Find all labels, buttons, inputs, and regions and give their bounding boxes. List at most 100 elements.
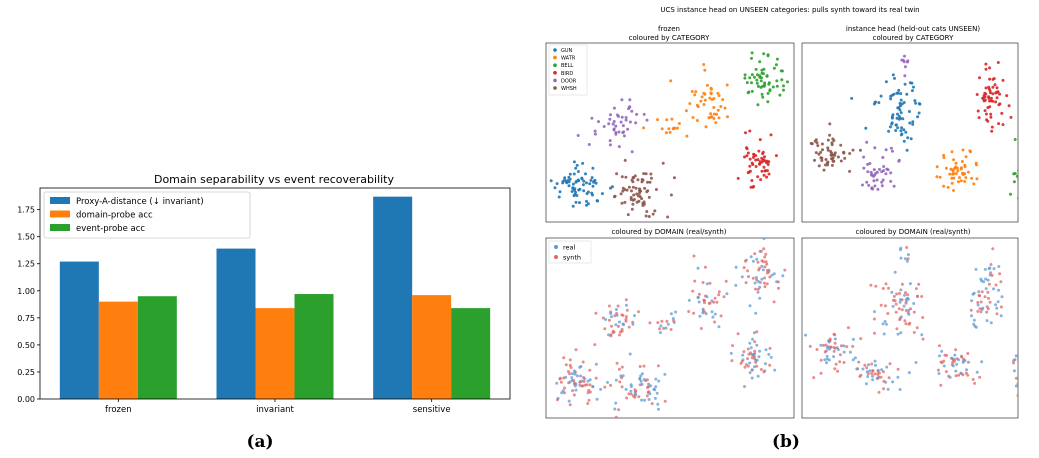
panel-3-point bbox=[722, 295, 726, 299]
panel-3-point bbox=[669, 312, 673, 316]
panel-3-points bbox=[555, 238, 787, 418]
panel-2-point bbox=[1000, 111, 1004, 115]
panel-4-point bbox=[914, 287, 918, 291]
panel-3-point bbox=[572, 369, 576, 373]
panel-4-point bbox=[980, 307, 984, 311]
panel-3-point bbox=[753, 252, 757, 256]
panel-4-point bbox=[882, 379, 886, 383]
panel-1-point bbox=[621, 131, 625, 135]
panel-3-point bbox=[755, 330, 759, 334]
panel-2-point bbox=[990, 125, 994, 129]
bar-frozen-1 bbox=[98, 301, 138, 399]
panel-4-point bbox=[900, 308, 904, 312]
panel-4-point bbox=[954, 348, 958, 352]
panel-2-point bbox=[862, 155, 866, 159]
panel-1-point bbox=[644, 214, 648, 218]
panel-3-point bbox=[555, 398, 559, 402]
panel-2-point bbox=[938, 175, 942, 179]
panel-2-point bbox=[866, 170, 870, 174]
panel-2-point bbox=[870, 173, 874, 177]
panel-1-point bbox=[758, 138, 762, 142]
panel-4-point bbox=[872, 317, 876, 321]
category-legend-marker bbox=[553, 86, 557, 90]
panel-1-point bbox=[571, 204, 575, 208]
panel-1-point bbox=[580, 177, 584, 181]
panel-4-frame bbox=[801, 237, 1019, 419]
panel-1-point bbox=[602, 125, 606, 128]
panel-2-point bbox=[1009, 115, 1013, 119]
panel-4-point bbox=[886, 387, 890, 391]
panel-4-point bbox=[998, 272, 1002, 276]
panel-2-point bbox=[946, 185, 950, 189]
panel-2-point bbox=[904, 130, 908, 134]
panel-3-point bbox=[618, 330, 622, 334]
panel-4-point bbox=[895, 292, 899, 296]
panel-2-point bbox=[970, 176, 974, 180]
panel-1-point bbox=[620, 98, 624, 102]
panel-3-point bbox=[710, 310, 714, 314]
panel-2-point bbox=[1015, 174, 1018, 178]
panel-2-point bbox=[995, 86, 999, 90]
panel-2-point bbox=[994, 100, 998, 104]
panel-4-point bbox=[1020, 401, 1023, 404]
panel-1-point bbox=[778, 93, 782, 97]
panel-1-point bbox=[772, 66, 776, 70]
panel-3-point bbox=[767, 270, 771, 274]
panel-1-point bbox=[748, 76, 752, 80]
panel-2-point bbox=[888, 125, 892, 129]
panel-1-point bbox=[746, 151, 750, 155]
panel-3-point bbox=[763, 276, 766, 280]
panel-2-point bbox=[866, 162, 870, 166]
panel-4-point bbox=[999, 280, 1003, 284]
panel-3-point bbox=[696, 266, 700, 270]
panel-1-point bbox=[590, 176, 594, 180]
panel-2-point bbox=[1001, 123, 1005, 127]
panel-2-point bbox=[820, 156, 824, 160]
panel-3-point bbox=[617, 408, 621, 412]
panel-3-point bbox=[750, 376, 754, 380]
panel-2-point bbox=[826, 146, 830, 150]
panel-3-point bbox=[701, 281, 705, 284]
panel-2-point bbox=[906, 60, 909, 64]
panel-2-point bbox=[902, 139, 906, 143]
panel-3-point bbox=[578, 365, 582, 369]
panel-1-point bbox=[690, 90, 694, 93]
panel-3-point bbox=[562, 356, 566, 360]
panel-4-point bbox=[986, 278, 990, 282]
panel-4-point bbox=[873, 331, 876, 335]
panel-1-point bbox=[748, 157, 752, 161]
panel-2-point bbox=[987, 95, 991, 99]
panel-3-point bbox=[614, 308, 618, 311]
x-tick-label: frozen bbox=[105, 405, 132, 415]
panel-2-point bbox=[1028, 128, 1031, 131]
panel-3-point bbox=[603, 385, 607, 389]
panel-1-point bbox=[612, 120, 616, 123]
panel-3-point bbox=[663, 372, 667, 376]
panel-1-point bbox=[717, 94, 721, 98]
panel-4-point bbox=[967, 360, 970, 364]
panel-1-point bbox=[577, 179, 581, 183]
panel-4-point bbox=[1029, 367, 1032, 370]
panel-4-point bbox=[1031, 392, 1034, 395]
panel-2-point bbox=[985, 118, 989, 122]
panel-1-point bbox=[582, 179, 586, 183]
panel-4-point bbox=[894, 302, 898, 306]
panel-3-point bbox=[638, 377, 642, 381]
panel-4-point bbox=[957, 358, 960, 362]
panel-4-point bbox=[815, 348, 819, 351]
panel-1-point bbox=[754, 158, 758, 162]
panel-3-point bbox=[572, 393, 576, 397]
panel-1-point bbox=[750, 81, 753, 85]
panel-1-point bbox=[750, 56, 753, 60]
panel-3-point bbox=[734, 265, 738, 269]
panel-2-point bbox=[956, 169, 960, 173]
panel-4-point bbox=[912, 310, 916, 314]
panel-4-point bbox=[829, 345, 833, 349]
panel-2-point bbox=[826, 138, 830, 142]
panel-4-point bbox=[891, 298, 895, 302]
panel-4-point bbox=[819, 343, 823, 347]
panel-3-point bbox=[567, 399, 571, 403]
panel-1-point bbox=[758, 162, 762, 166]
panel-2-point bbox=[998, 92, 1002, 96]
panel-3-point bbox=[621, 374, 625, 378]
